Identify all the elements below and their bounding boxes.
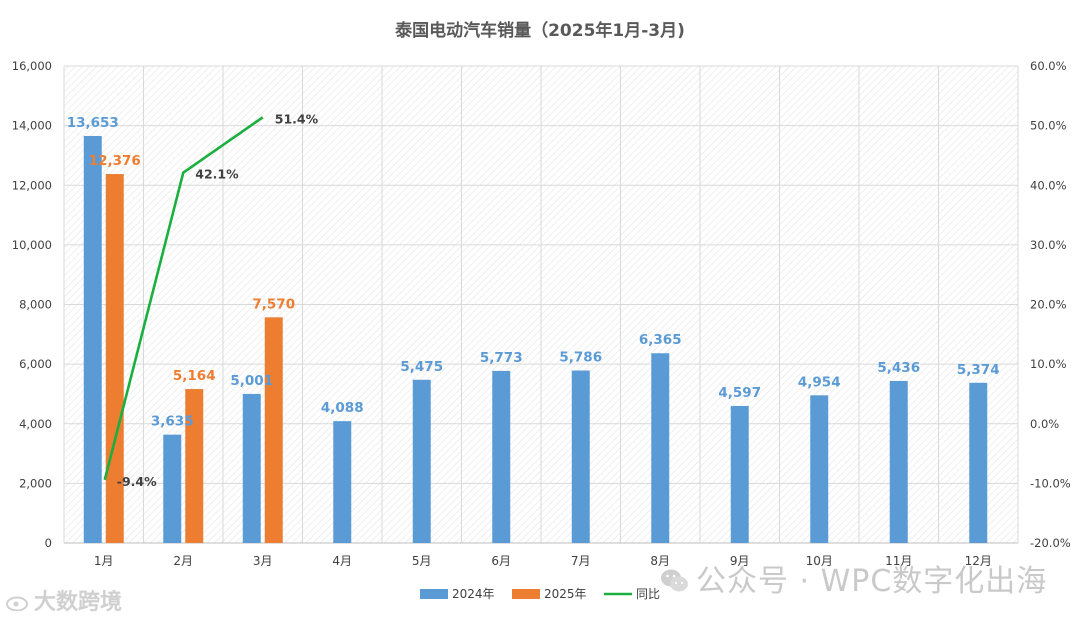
yoy-series-line: [103, 116, 264, 481]
x-tick-label: 6月: [491, 554, 511, 568]
bar-2025: [264, 317, 283, 543]
legend-swatch: [512, 589, 540, 599]
bar-2024: [242, 393, 261, 543]
y-tick-label: 2,000: [19, 476, 52, 490]
x-tick-label: 7月: [571, 554, 591, 568]
y2-tick-label: 30.0%: [1030, 238, 1067, 252]
bar-2024: [810, 395, 829, 543]
data-label-2024: 13,653: [67, 115, 119, 131]
bar-2024: [492, 370, 511, 543]
bar-2024: [730, 405, 749, 543]
data-label-2024: 5,786: [559, 350, 602, 366]
data-label-2025: 5,164: [173, 368, 216, 384]
data-label-2025: 12,376: [89, 153, 141, 169]
data-label-yoy: 42.1%: [195, 167, 239, 182]
x-tick-label: 1月: [94, 554, 114, 568]
y2-tick-label: 40.0%: [1030, 178, 1067, 192]
x-tick-label: 4月: [332, 554, 352, 568]
bars: [83, 135, 988, 543]
y-tick-label: 10,000: [12, 238, 52, 252]
bar-2025: [105, 174, 124, 543]
bar-2024: [163, 434, 182, 543]
data-label-2024: 3,635: [151, 414, 194, 430]
bar-2024: [571, 370, 590, 543]
y2-tick-label: 20.0%: [1030, 298, 1067, 312]
data-labels: 13,653 12,376 3,635 5,164 5,001 7,570 4,088 5,4…: [67, 111, 1000, 489]
y2-tick-label: 10.0%: [1030, 357, 1067, 371]
watermark-right: 公众号 · WPC数字化出海: [660, 556, 1047, 600]
x-tick-label: 9月: [730, 554, 750, 568]
watermark-left: 大数跨境: [6, 584, 122, 616]
x-tick-label: 8月: [650, 554, 670, 568]
yoy-line: [103, 116, 264, 481]
gridlines: [63, 65, 1019, 543]
x-tick-label: 5月: [412, 554, 432, 568]
legend-label: 同比: [636, 587, 660, 601]
legend-swatch: [420, 589, 448, 599]
data-label-2024: 4,954: [798, 374, 841, 390]
bar-2024: [412, 379, 431, 543]
y-tick-label: 0: [45, 536, 52, 550]
data-label-yoy: 51.4%: [275, 111, 319, 126]
bar-2024: [83, 135, 102, 543]
data-label-2024: 6,365: [639, 332, 682, 348]
data-label-2024: 5,773: [480, 350, 523, 366]
legend-label: 2025年: [544, 587, 587, 601]
data-label-2024: 5,001: [230, 373, 273, 389]
bar-2024: [651, 353, 670, 543]
x-tick-label: 3月: [253, 554, 273, 568]
legend: 2024年 2025年 同比: [420, 587, 660, 601]
x-tick-label: 10月: [806, 554, 833, 568]
y-tick-label: 4,000: [19, 417, 52, 431]
data-label-yoy: -9.4%: [117, 474, 157, 489]
chart-title: 泰国电动汽车销量（2025年1月-3月): [395, 20, 685, 41]
watermark-left-text: 大数跨境: [34, 590, 123, 615]
x-tick-label: 2月: [173, 554, 193, 568]
bar-2024: [333, 421, 352, 543]
bar-2025: [185, 389, 204, 543]
wechat-icon: [661, 569, 688, 592]
y-tick-label: 12,000: [12, 178, 52, 192]
x-axis: 1月 2月 3月 4月 5月 6月 7月 8月 9月 10月 11月 12月: [64, 542, 1018, 568]
y-tick-label: 6,000: [19, 357, 52, 371]
bar-2024: [969, 382, 988, 543]
watermark-right-text: 公众号 · WPC数字化出海: [696, 564, 1048, 599]
y2-tick-label: -20.0%: [1030, 536, 1071, 550]
bar-2024: [889, 380, 908, 543]
data-label-2024: 5,374: [957, 362, 1000, 378]
data-label-2024: 4,088: [321, 400, 364, 416]
y2-tick-label: 0.0%: [1030, 417, 1059, 431]
y-tick-label: 8,000: [19, 298, 52, 312]
x-tick-label: 11月: [885, 554, 912, 568]
y-axis-left: 0 2,000 4,000 6,000 8,000 10,000 12,000 14,000 1…: [12, 59, 52, 550]
data-label-2024: 5,475: [400, 359, 443, 375]
x-tick-label: 12月: [965, 554, 992, 568]
weibo-icon: [6, 596, 28, 612]
y-tick-label: 14,000: [12, 119, 52, 133]
y2-tick-label: -10.0%: [1030, 476, 1071, 490]
y-axis-right: -20.0% -10.0% 0.0% 10.0% 20.0% 30.0% 40.0% 50.0…: [1030, 59, 1071, 550]
data-label-2024: 5,436: [877, 360, 920, 376]
legend-label: 2024年: [452, 587, 495, 601]
y-tick-label: 16,000: [12, 59, 52, 73]
data-label-2025: 7,570: [252, 296, 295, 312]
y2-tick-label: 50.0%: [1030, 119, 1067, 133]
y2-tick-label: 60.0%: [1030, 59, 1067, 73]
data-label-2024: 4,597: [718, 385, 761, 401]
